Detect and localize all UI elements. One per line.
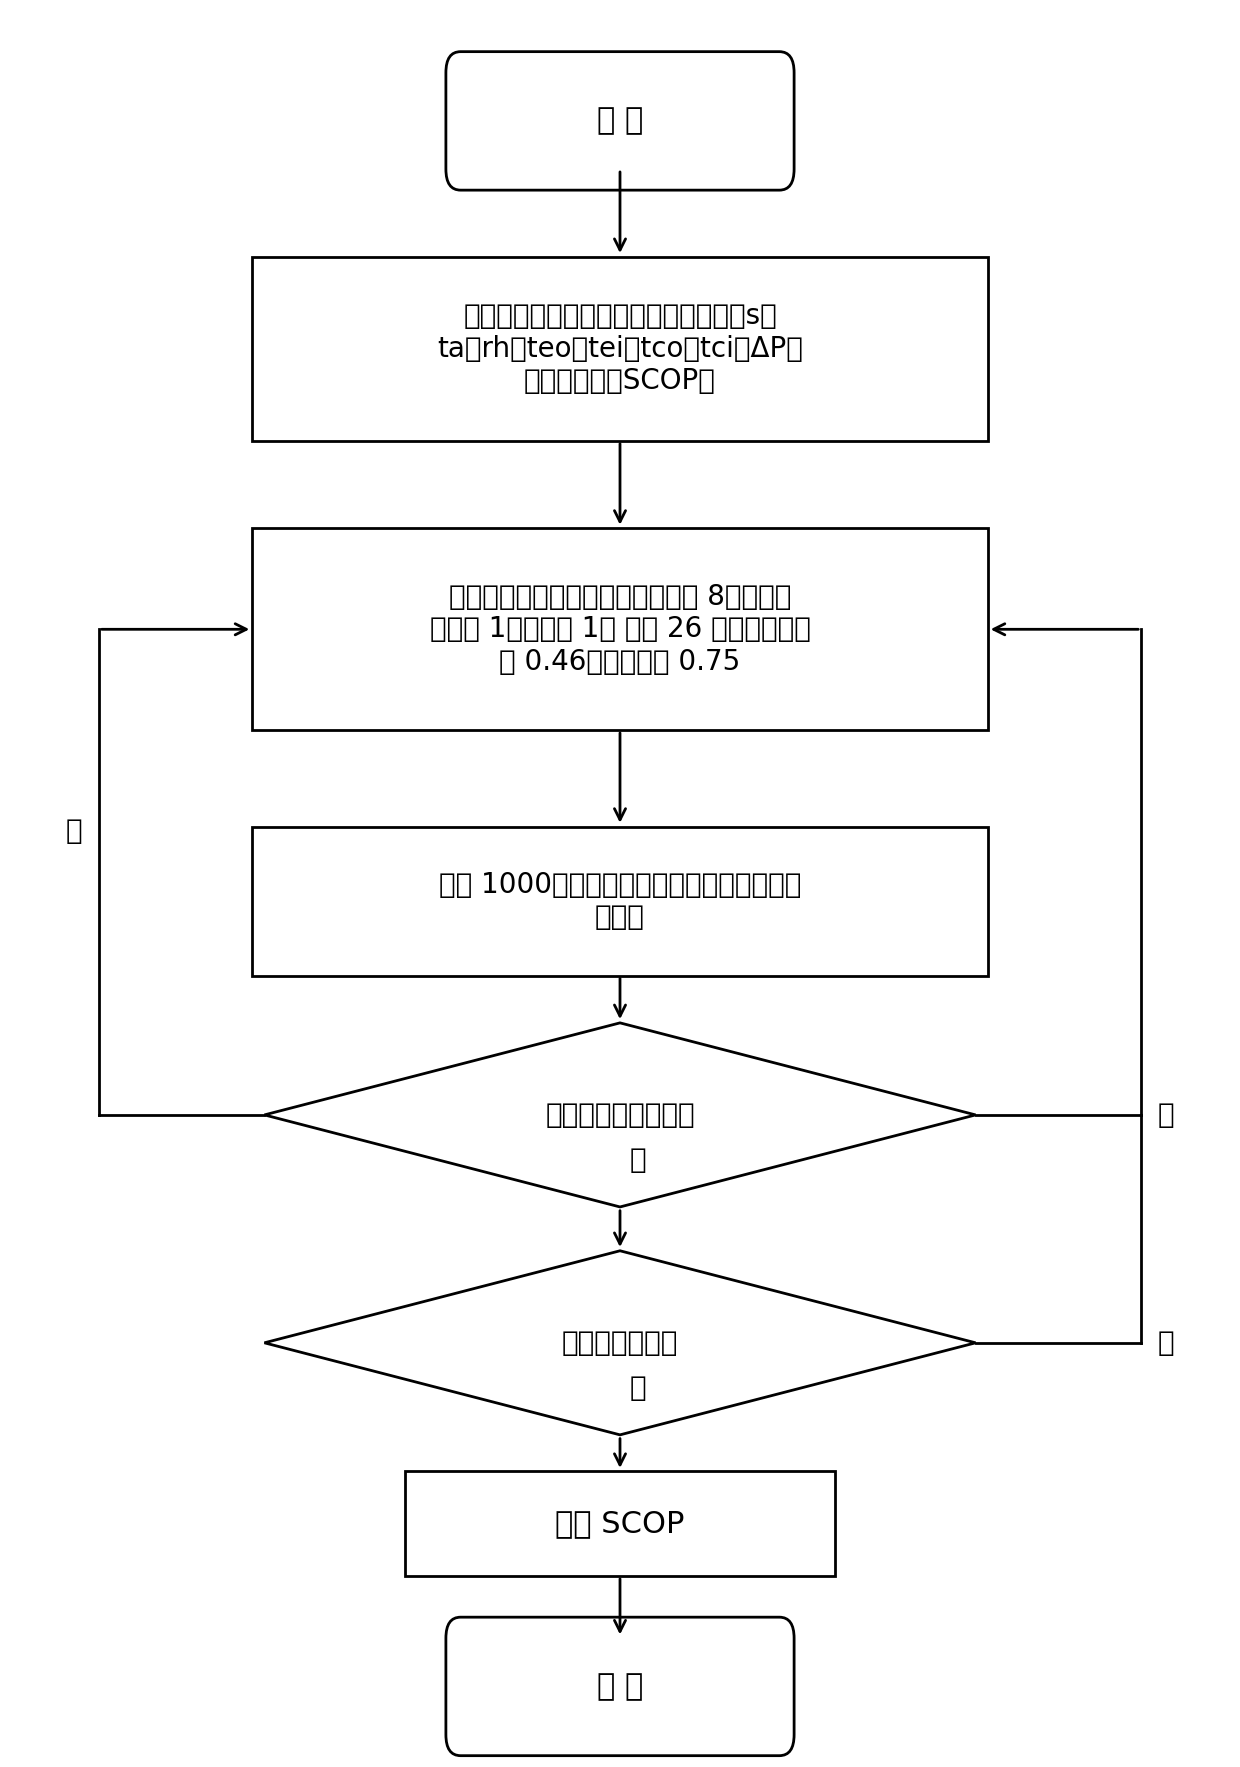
Bar — [405, 1470, 835, 1576]
FancyBboxPatch shape — [446, 51, 794, 191]
Text: 定义用于神经网络建模的输入变量为：s、
ta，rh、teo、tei、tco、tci、ΔP；
输出变量为：SCOP；: 定义用于神经网络建模的输入变量为：s、 ta，rh、teo、tei、tco、tc… — [436, 302, 804, 396]
Text: 开 始: 开 始 — [596, 106, 644, 136]
Text: 是: 是 — [630, 1147, 647, 1175]
Text: 误差权値达到阈値？: 误差权値达到阈値？ — [546, 1101, 694, 1129]
Polygon shape — [264, 1023, 976, 1207]
Text: 结 束: 结 束 — [596, 1672, 644, 1702]
Bar — [252, 827, 988, 975]
Bar — [252, 256, 988, 440]
Text: 否: 否 — [66, 816, 83, 845]
Text: 达到迭代次数？: 达到迭代次数？ — [562, 1329, 678, 1357]
Bar — [252, 528, 988, 730]
Text: 是: 是 — [630, 1375, 647, 1403]
Polygon shape — [264, 1251, 976, 1435]
Text: 搜集 1000组输入输出变量现场数据，代入训
练网络: 搜集 1000组输入输出变量现场数据，代入训 练网络 — [439, 871, 801, 931]
Text: 确定神经网络参数：输入层节点数 8，输出层
节点数 1，隐含层 1， 每层 26 各节点，学习
率 0.46，动量系数 0.75: 确定神经网络参数：输入层节点数 8，输出层 节点数 1，隐含层 1， 每层 26… — [429, 583, 811, 675]
Text: 否: 否 — [1157, 1329, 1174, 1357]
Text: 输出 SCOP: 输出 SCOP — [556, 1509, 684, 1537]
Text: 否: 否 — [1157, 1101, 1174, 1129]
FancyBboxPatch shape — [446, 1617, 794, 1756]
